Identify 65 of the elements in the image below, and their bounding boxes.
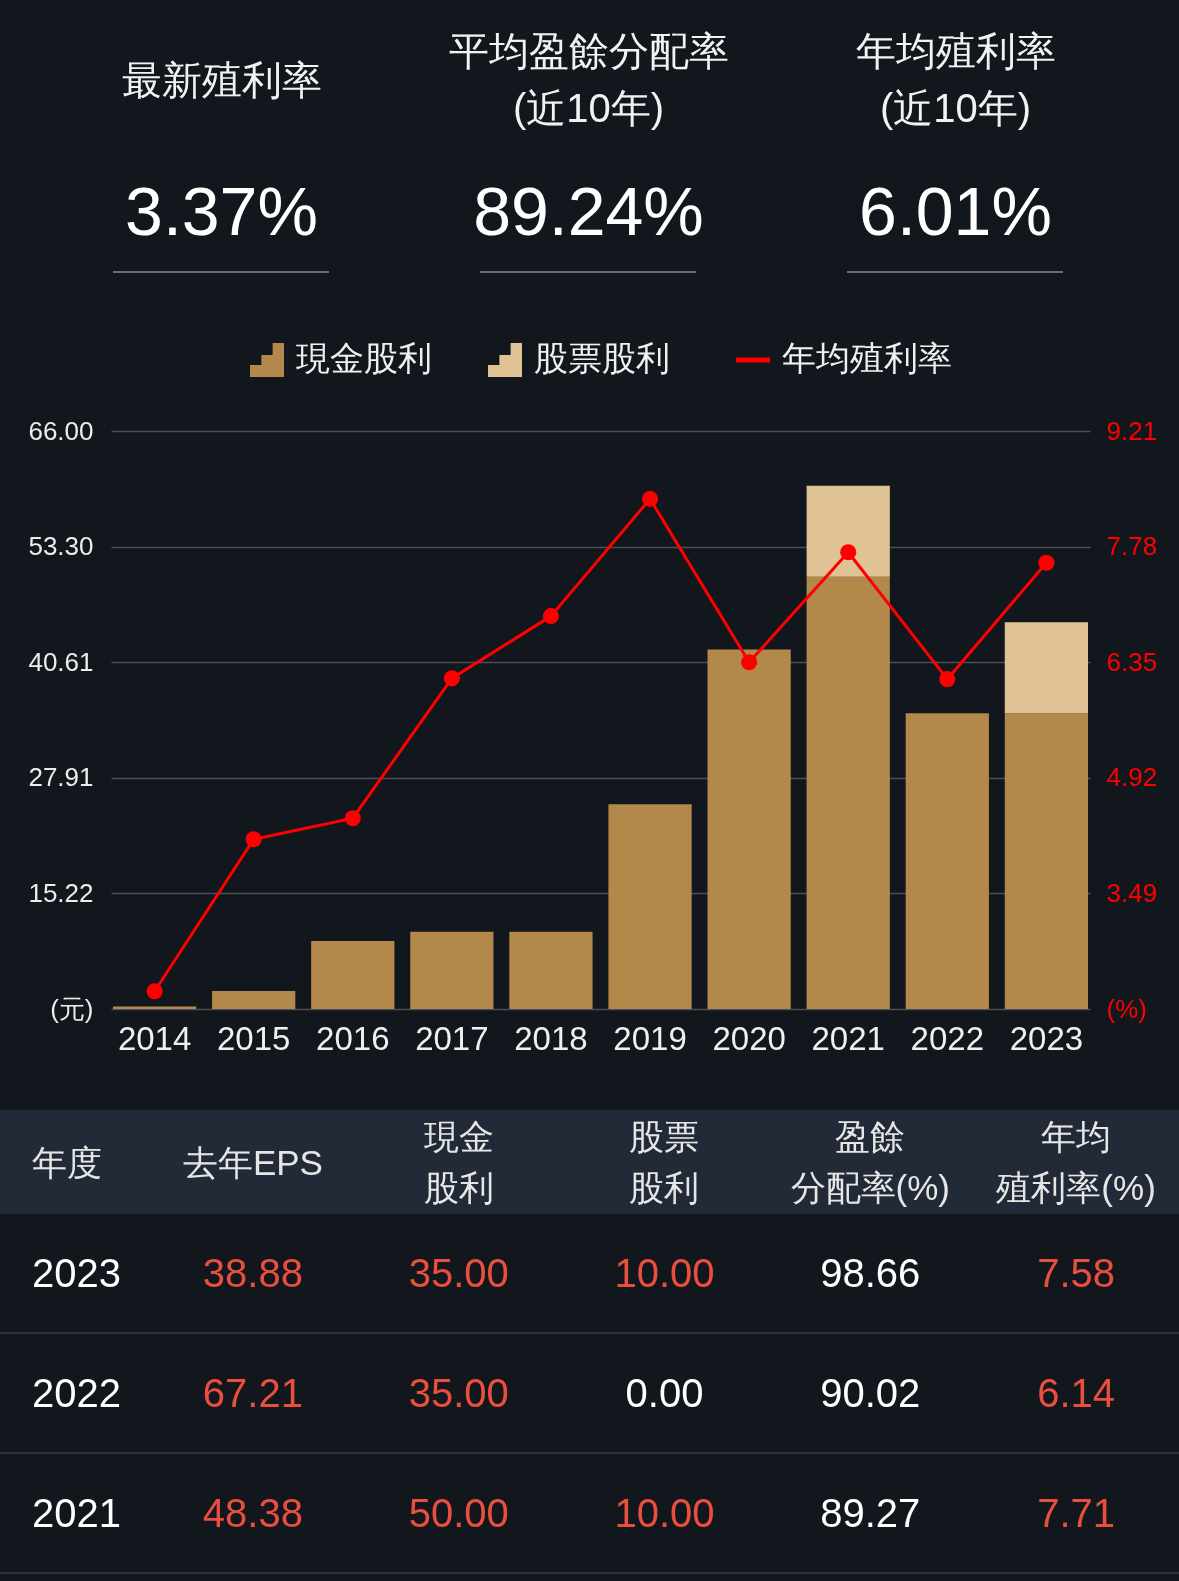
- point: [741, 654, 758, 671]
- y2-tick-label: 3.49: [1106, 877, 1158, 908]
- y-tick-label: 27.91: [28, 762, 94, 793]
- text: 90.02: [820, 1370, 921, 1415]
- x-tick-label: 2016: [316, 1019, 390, 1057]
- text: 67.21: [202, 1370, 303, 1415]
- text: 35.00: [408, 1250, 509, 1295]
- x-tick-label: 2022: [910, 1019, 985, 1057]
- x-tick-label: 2018: [514, 1019, 588, 1057]
- text: 35.00: [408, 1370, 509, 1415]
- point: [542, 608, 560, 625]
- y2-tick-label: 4.92: [1106, 762, 1158, 793]
- point: [939, 671, 956, 688]
- y-tick-label: 66.00: [28, 415, 94, 446]
- category-label: 年均殖利率(%): [996, 1116, 1156, 1209]
- text: 7.71: [1037, 1490, 1116, 1535]
- point: [641, 490, 659, 507]
- text: 6.14: [1037, 1370, 1116, 1415]
- text: 89.27: [820, 1490, 921, 1535]
- text: 50.00: [408, 1490, 509, 1535]
- point: [344, 810, 361, 827]
- point: [146, 983, 163, 1000]
- legend-label: 股票股利: [534, 339, 670, 377]
- point: [840, 544, 857, 561]
- data-label: 3.37%: [125, 172, 318, 251]
- x-tick-label: 2023: [1009, 1019, 1084, 1057]
- x-tick-label: 2015: [216, 1019, 291, 1057]
- category-label: 盈餘分配率(%): [790, 1116, 950, 1209]
- category-label: 最新殖利率: [121, 56, 322, 104]
- text: 0.00: [625, 1370, 704, 1415]
- y2-tick-label: 9.21: [1106, 415, 1158, 446]
- y-tick-label: 15.22: [28, 877, 94, 908]
- text: 10.00: [614, 1490, 715, 1535]
- y2-tick-label: 6.35: [1106, 646, 1158, 677]
- text: 7.58: [1037, 1250, 1116, 1295]
- y2-tick-label: 7.78: [1106, 531, 1158, 562]
- y-tick-label: (元): [50, 993, 94, 1024]
- category-label: 現金股利: [423, 1116, 494, 1209]
- data-label: 89.24%: [473, 172, 704, 251]
- category-label: 2022: [32, 1370, 121, 1415]
- text: 98.66: [820, 1250, 921, 1295]
- text: 38.88: [202, 1250, 303, 1295]
- x-tick-label: 2021: [811, 1019, 885, 1057]
- y2-tick-label: (%): [1106, 993, 1147, 1024]
- legend-label: 年均殖利率: [782, 339, 952, 377]
- category-label: 股票股利: [629, 1116, 700, 1209]
- category-label: 年均殖利率 (近10年): [855, 28, 1056, 132]
- y-tick-label: 40.61: [28, 646, 94, 677]
- x-tick-label: 2019: [613, 1019, 687, 1057]
- text: 48.38: [202, 1490, 303, 1535]
- point: [245, 831, 262, 848]
- text: 年度: [32, 1141, 102, 1184]
- category-label: 平均盈餘分配率 (近10年): [448, 28, 729, 132]
- category-label: 去年EPS: [182, 1141, 323, 1184]
- category-label: 2023: [32, 1250, 121, 1295]
- point: [1038, 554, 1055, 571]
- point: [443, 670, 460, 687]
- x-tick-label: 2017: [415, 1019, 489, 1057]
- x-tick-label: 2014: [117, 1019, 192, 1057]
- data-label: 6.01%: [859, 172, 1052, 251]
- legend-label: 現金股利: [296, 339, 432, 377]
- x-tick-label: 2020: [712, 1019, 786, 1057]
- category-label: 2021: [32, 1490, 121, 1535]
- text: 10.00: [614, 1250, 715, 1295]
- y-tick-label: 53.30: [28, 531, 94, 562]
